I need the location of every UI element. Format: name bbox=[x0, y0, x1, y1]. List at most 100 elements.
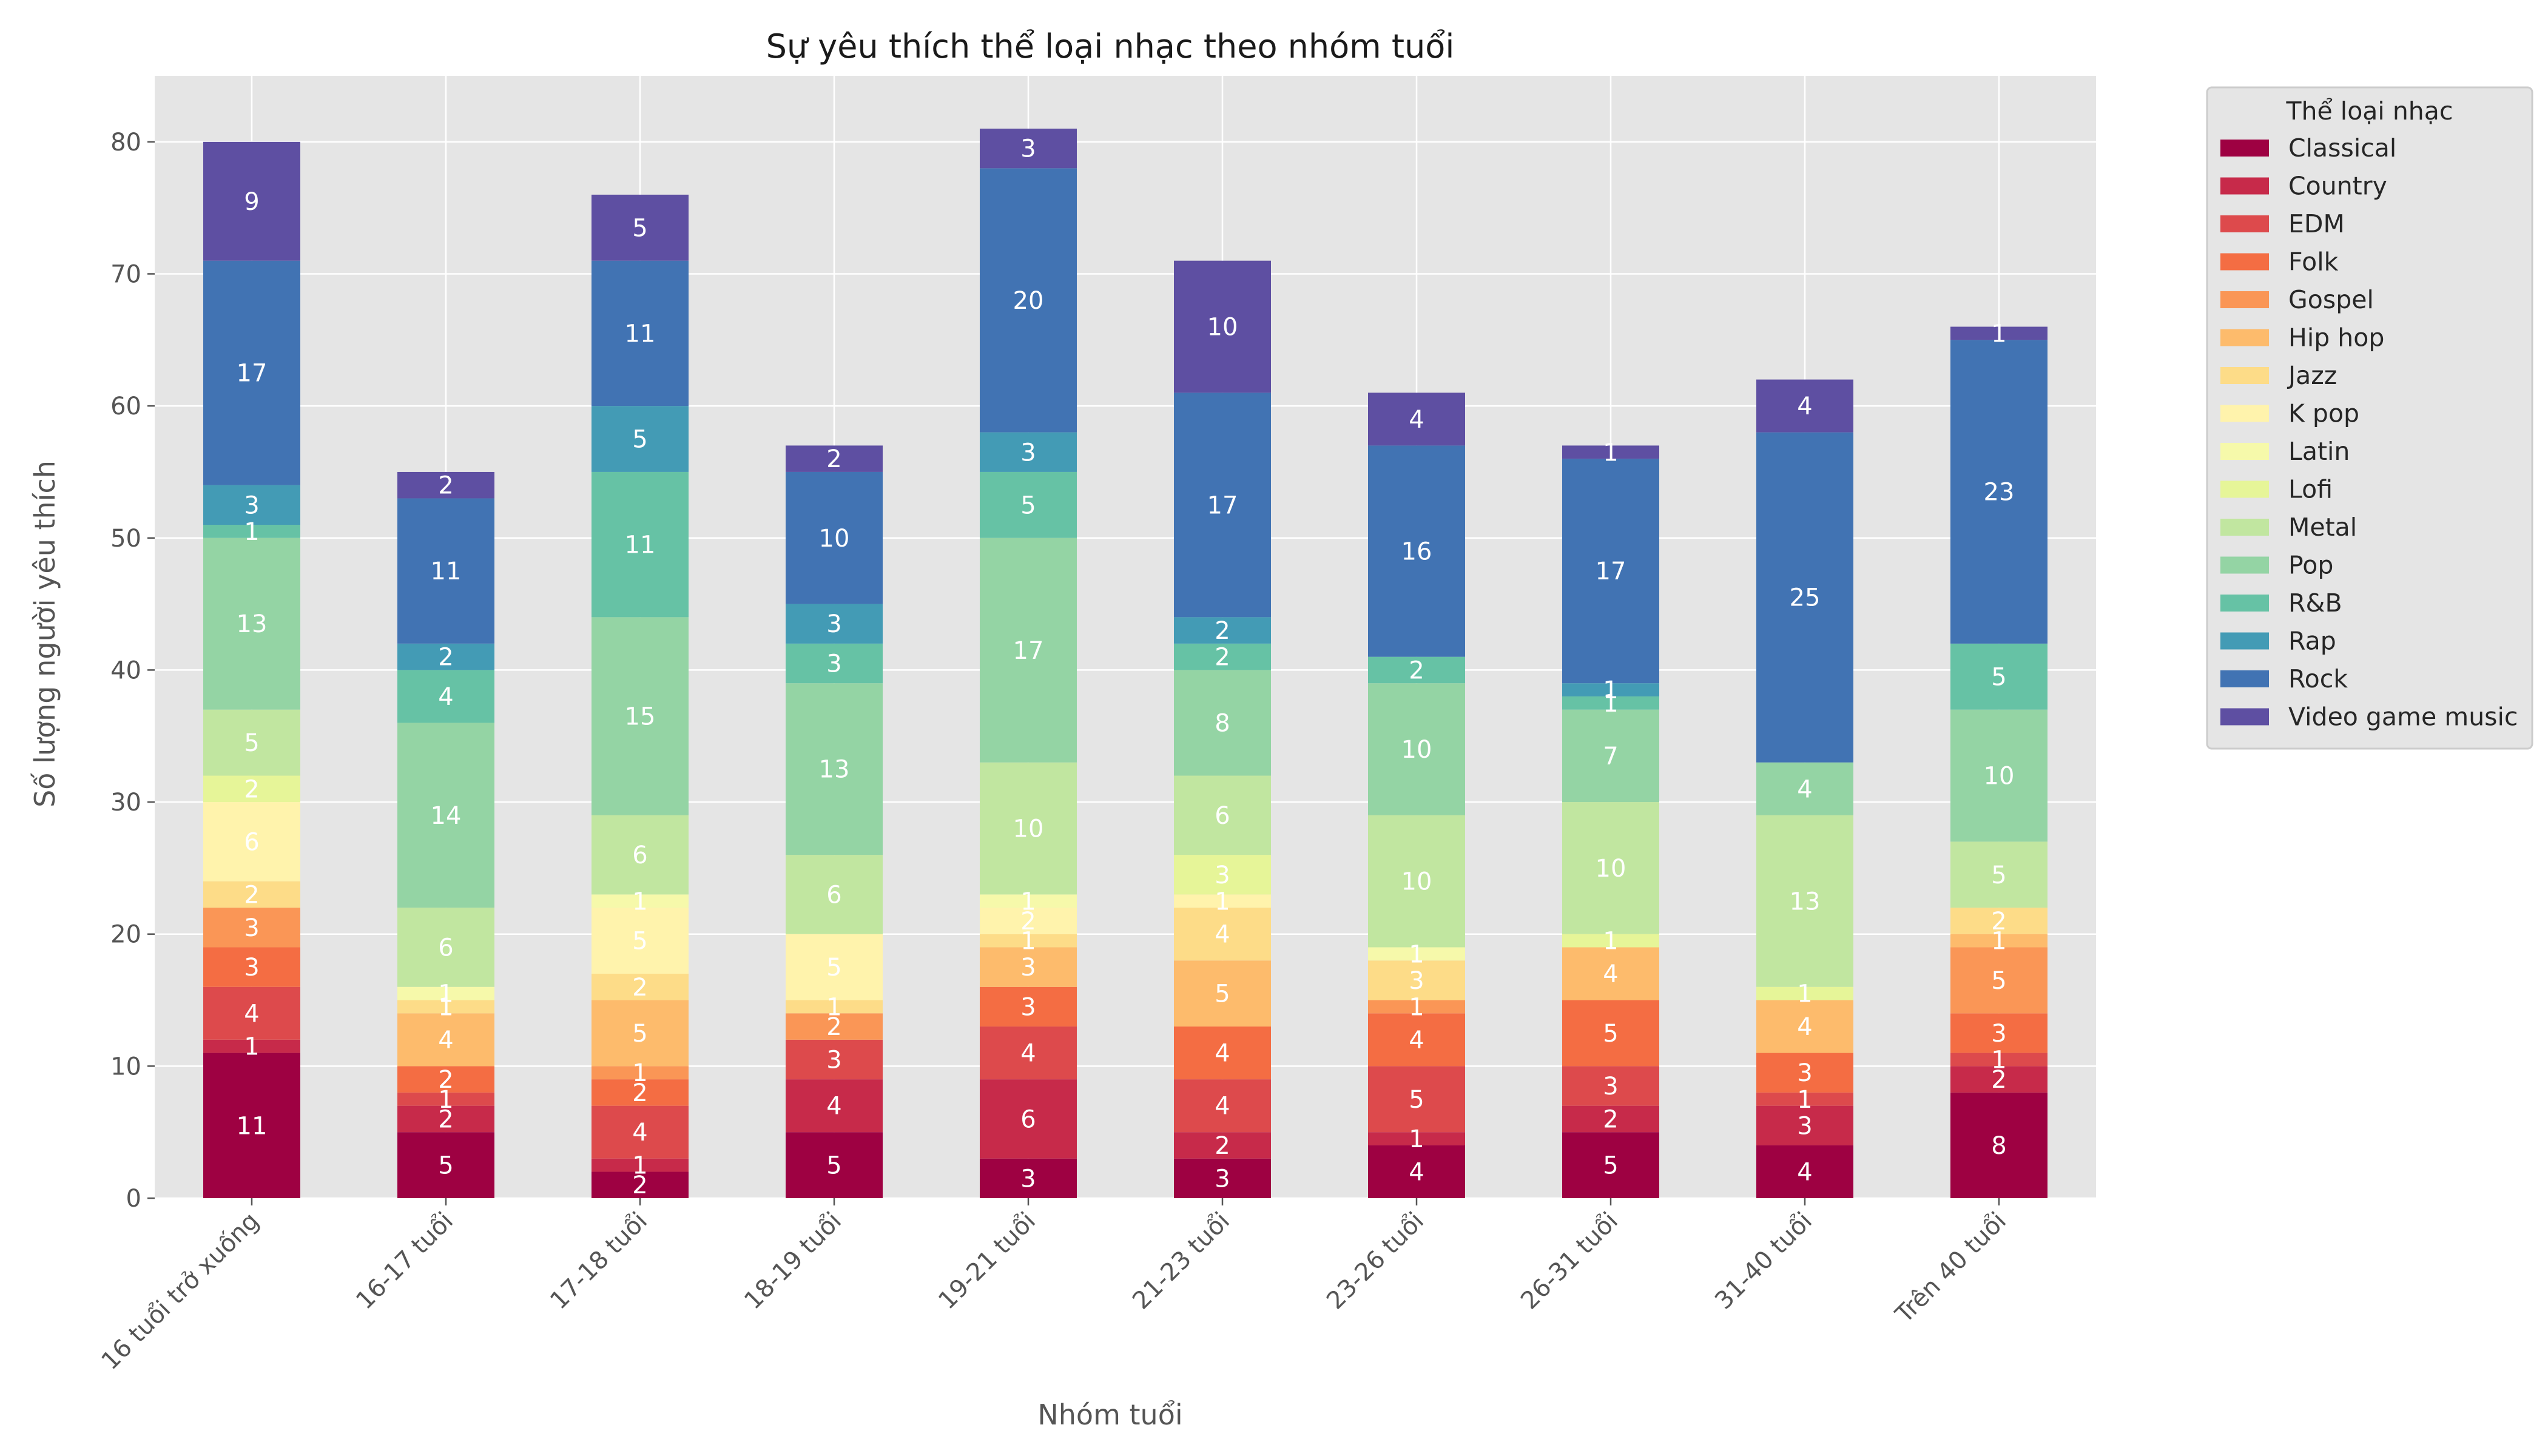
bar-value-label: 2 bbox=[1215, 644, 1230, 672]
bar-segment-latin bbox=[1368, 947, 1465, 961]
bar-segment-jazz bbox=[592, 974, 689, 1000]
bar-segment-classical bbox=[592, 1171, 689, 1198]
bar-segment-lofi bbox=[1174, 855, 1271, 895]
legend-label-video-game-music: Video game music bbox=[2288, 703, 2518, 732]
bar-value-label: 5 bbox=[632, 214, 647, 242]
legend-label-randb: R&B bbox=[2288, 588, 2342, 618]
x-tick-label: 16 tuổi trở xuống bbox=[96, 1207, 265, 1376]
x-tick-label: 17-18 tuổi bbox=[545, 1207, 653, 1315]
bar-segment-pop bbox=[980, 538, 1077, 763]
bar-segment-edm bbox=[1562, 1066, 1659, 1106]
legend-label-folk: Folk bbox=[2288, 248, 2339, 277]
bar-segment-metal bbox=[1950, 841, 2048, 908]
legend-swatch-rap bbox=[2220, 632, 2269, 650]
bar-segment-folk bbox=[203, 947, 300, 987]
bar-segment-rock bbox=[397, 498, 494, 644]
bar-value-label: 5 bbox=[826, 1152, 841, 1180]
bar-value-label: 5 bbox=[244, 729, 259, 757]
bar-value-label: 17 bbox=[1596, 558, 1626, 585]
bar-segment-folk bbox=[1174, 1026, 1271, 1080]
bar-value-label: 13 bbox=[237, 610, 268, 638]
bar-segment-rap bbox=[592, 406, 689, 472]
x-tick-label: 19-21 tuổi bbox=[933, 1207, 1041, 1315]
bar-value-label: 11 bbox=[625, 531, 656, 559]
y-tick-label: 70 bbox=[110, 260, 141, 288]
bar-segment-gospel bbox=[786, 1013, 883, 1040]
bar-segment-jazz bbox=[1368, 960, 1465, 1000]
bar-value-label: 1 bbox=[244, 518, 259, 546]
legend-swatch-video-game-music bbox=[2220, 708, 2269, 726]
bar-value-label: 4 bbox=[1020, 1040, 1036, 1068]
bar-value-label: 1 bbox=[1409, 1125, 1424, 1153]
bar-value-label: 5 bbox=[1603, 1020, 1618, 1048]
bar-value-label: 2 bbox=[1991, 908, 2006, 935]
bar-segment-jazz bbox=[1174, 908, 1271, 961]
bar-segment-k-pop bbox=[980, 908, 1077, 934]
bar-segment-randb bbox=[1562, 696, 1659, 710]
bar-value-label: 3 bbox=[1020, 439, 1036, 467]
bar-value-label: 1 bbox=[1020, 928, 1036, 956]
x-axis-ticks: 16 tuổi trở xuống 16-17 tuổi 17-18 tuổi 18-… bbox=[96, 1198, 2012, 1375]
x-axis-label: Nhóm tuổi bbox=[1037, 1398, 1182, 1431]
bar-value-label: 1 bbox=[826, 993, 841, 1021]
x-tick-label: 31-40 tuổi bbox=[1710, 1207, 1818, 1315]
bar-segment-rap bbox=[980, 432, 1077, 472]
bar-value-label: 3 bbox=[1020, 993, 1036, 1021]
bar-value-label: 5 bbox=[826, 954, 841, 982]
bar-value-label: 4 bbox=[1215, 1040, 1230, 1068]
bar-segment-metal bbox=[397, 908, 494, 987]
legend-swatch-lofi bbox=[2220, 480, 2269, 498]
bar-value-label: 1 bbox=[1020, 888, 1036, 915]
bar-segment-edm bbox=[786, 1039, 883, 1080]
bar-segment-edm bbox=[1368, 1066, 1465, 1133]
legend-label-hip-hop: Hip hop bbox=[2288, 323, 2384, 352]
bar-segment-rock bbox=[1174, 393, 1271, 618]
bar-value-label: 3 bbox=[1215, 1165, 1230, 1193]
bar-value-label: 4 bbox=[632, 1119, 647, 1147]
bar-segment-country bbox=[592, 1158, 689, 1172]
bar-value-label: 10 bbox=[1984, 763, 2015, 790]
bar-value-label: 6 bbox=[1020, 1105, 1036, 1133]
bar-value-label: 10 bbox=[1207, 314, 1238, 342]
bar-value-label: 4 bbox=[1215, 921, 1230, 949]
bar-value-label: 4 bbox=[438, 683, 453, 711]
bar-value-label: 2 bbox=[438, 1105, 453, 1133]
x-tick-label: 18-19 tuổi bbox=[739, 1207, 847, 1315]
bar-segment-gospel bbox=[592, 1066, 689, 1080]
x-tick-label: 16-17 tuổi bbox=[351, 1207, 459, 1315]
bar-value-label: 1 bbox=[1603, 676, 1618, 704]
bar-value-label: 3 bbox=[1020, 1165, 1036, 1193]
bar-value-label: 6 bbox=[632, 841, 647, 869]
bar-segment-randb bbox=[980, 471, 1077, 538]
bar-value-label: 3 bbox=[1797, 1059, 1812, 1087]
bar-value-label: 8 bbox=[1215, 709, 1230, 737]
bar-value-label: 4 bbox=[1797, 393, 1812, 420]
legend-title: Thể loại nhạc bbox=[2286, 96, 2453, 126]
bar-value-label: 7 bbox=[1603, 743, 1618, 770]
bar-value-label: 1 bbox=[438, 980, 453, 1008]
bar-segment-pop bbox=[592, 617, 689, 815]
legend-label-classical: Classical bbox=[2288, 133, 2396, 163]
bar-value-label: 3 bbox=[826, 1046, 841, 1074]
bar-value-label: 13 bbox=[1790, 888, 1821, 915]
bar-value-label: 6 bbox=[244, 828, 259, 856]
bar-value-label: 2 bbox=[244, 775, 259, 803]
bar-segment-edm bbox=[203, 986, 300, 1040]
x-tick-label: 26-31 tuổi bbox=[1515, 1207, 1623, 1315]
bar-value-label: 1 bbox=[1603, 690, 1618, 718]
bar-segment-rock bbox=[786, 471, 883, 604]
bar-segment-edm bbox=[1756, 1092, 1853, 1106]
bar-segment-rap bbox=[203, 485, 300, 525]
bar-value-label: 4 bbox=[244, 1000, 259, 1028]
bar-value-label: 2 bbox=[1409, 656, 1424, 684]
bar-value-label: 10 bbox=[1596, 855, 1626, 883]
bar-value-label: 3 bbox=[1797, 1112, 1812, 1140]
bar-value-label: 20 bbox=[1013, 287, 1044, 315]
bar-value-label: 1 bbox=[1215, 888, 1230, 915]
bar-value-label: 1 bbox=[1409, 993, 1424, 1021]
bar-segment-country bbox=[203, 1039, 300, 1053]
bar-segment-jazz bbox=[980, 934, 1077, 948]
legend-label-country: Country bbox=[2288, 172, 2387, 201]
bar-value-label: 5 bbox=[1409, 1086, 1424, 1114]
